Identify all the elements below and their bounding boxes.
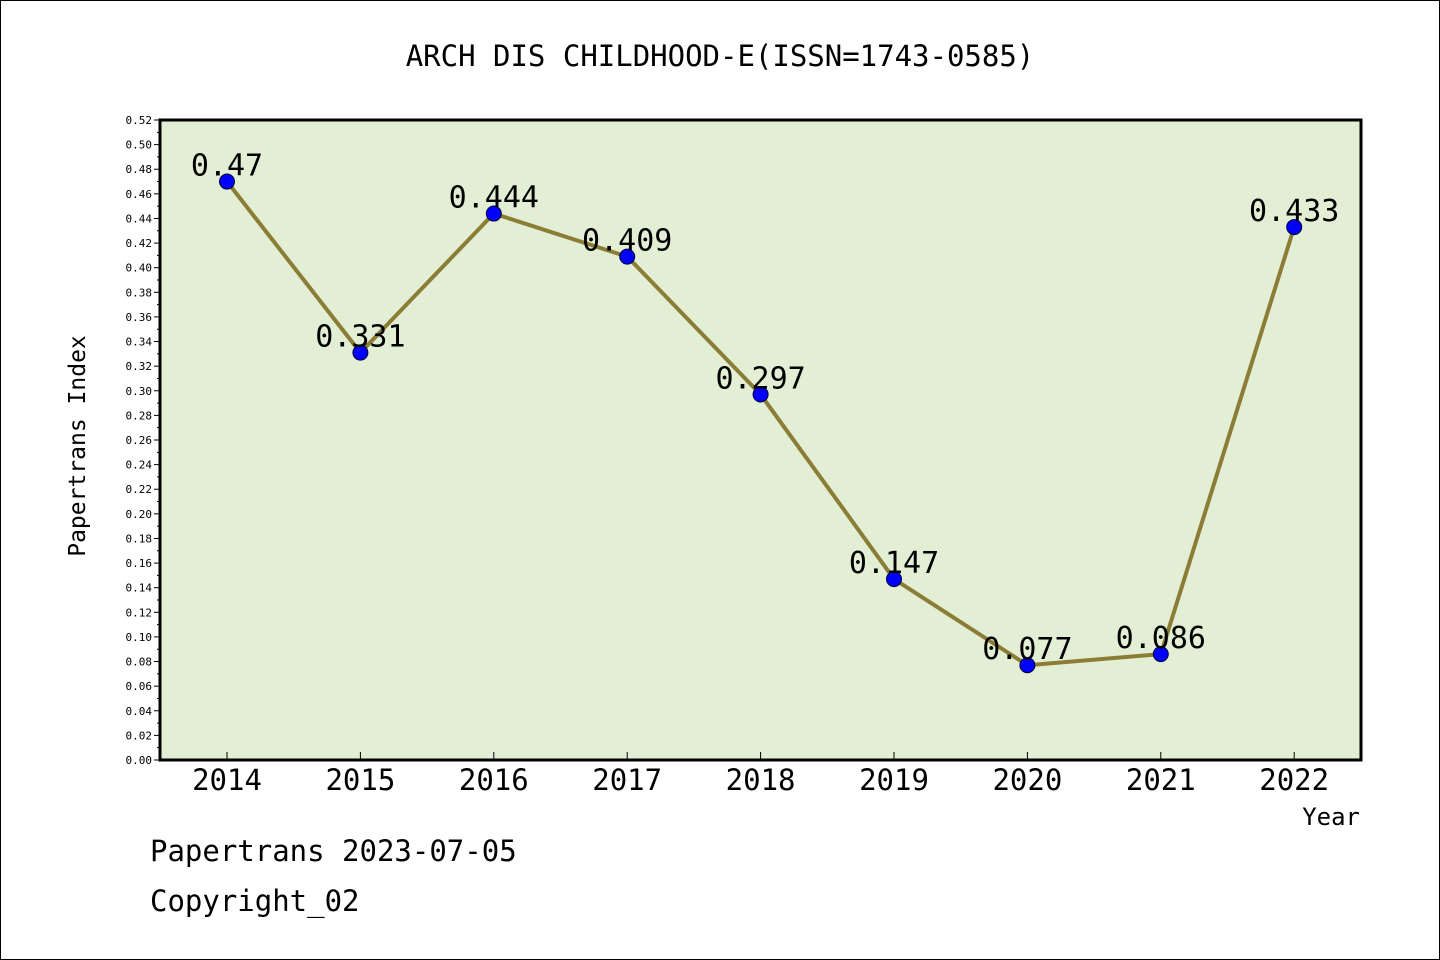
data-point xyxy=(352,344,369,361)
y-tick-label: 0.36 xyxy=(126,311,153,324)
x-axis-label: Year xyxy=(1302,803,1360,831)
y-tick-label: 0.44 xyxy=(126,212,153,225)
plot-area xyxy=(158,118,1363,762)
data-point xyxy=(886,571,902,588)
data-point xyxy=(219,173,235,190)
y-tick-label: 0.40 xyxy=(126,262,153,275)
y-tick-label: 0.10 xyxy=(126,631,153,644)
x-tick-label: 2017 xyxy=(592,763,662,797)
y-axis-label: Papertrans Index xyxy=(65,335,91,557)
y-tick-label: 0.04 xyxy=(126,705,153,718)
x-tick-label: 2021 xyxy=(1126,763,1196,797)
y-tick-label: 0.42 xyxy=(126,237,153,250)
y-tick-label: 0.34 xyxy=(126,336,153,349)
y-tick-label: 0.26 xyxy=(126,434,153,447)
data-label: 0.297 xyxy=(715,361,805,396)
data-point xyxy=(1286,219,1303,236)
data-label: 0.147 xyxy=(849,546,939,581)
y-axis: 0.00 0.02 0.04 0.06 0.08 0.10 0.12 0.14 0.16 0.18… xyxy=(126,114,160,767)
data-label: 0.331 xyxy=(315,320,405,355)
data-label: 0.086 xyxy=(1116,621,1206,656)
x-tick-label: 2022 xyxy=(1259,763,1329,797)
x-tick-label: 2020 xyxy=(992,763,1062,797)
x-axis: 2014 2015 2016 2017 2018 2019 2020 2021 2022 xyxy=(192,752,1329,797)
y-tick-label: 0.30 xyxy=(126,385,153,398)
data-label: 0.444 xyxy=(449,181,539,216)
x-tick-label: 2019 xyxy=(859,763,929,797)
data-point xyxy=(752,386,769,403)
y-tick-label: 0.46 xyxy=(126,188,153,201)
y-tick-label: 0.28 xyxy=(126,409,153,422)
x-tick-label: 2015 xyxy=(325,763,395,797)
y-tick-label: 0.14 xyxy=(126,582,153,595)
data-point xyxy=(619,248,636,265)
data-point xyxy=(1019,657,1036,674)
y-tick-label: 0.06 xyxy=(126,680,153,693)
data-label: 0.409 xyxy=(582,224,672,259)
y-tick-label: 0.08 xyxy=(126,656,153,669)
y-tick-label: 0.50 xyxy=(126,139,153,152)
data-label: 0.433 xyxy=(1249,194,1339,229)
markers xyxy=(219,173,1303,674)
x-tick-label: 2018 xyxy=(726,763,796,797)
y-tick-label: 0.20 xyxy=(126,508,153,521)
y-tick-label: 0.00 xyxy=(126,754,153,767)
data-point xyxy=(485,205,502,222)
x-tick-label: 2016 xyxy=(459,763,529,797)
y-tick-label: 0.32 xyxy=(126,360,153,373)
y-tick-label: 0.02 xyxy=(126,729,153,742)
y-tick-label: 0.16 xyxy=(126,557,153,570)
y-tick-label: 0.22 xyxy=(126,483,153,496)
y-tick-label: 0.48 xyxy=(126,163,153,176)
footer-copyright-text: Copyright_02 xyxy=(150,884,360,918)
y-tick-label: 0.18 xyxy=(126,532,153,545)
chart-title: ARCH DIS CHILDHOOD-E(ISSN=1743-0585) xyxy=(406,39,1035,73)
data-point xyxy=(1152,646,1169,663)
footer-date-text: Papertrans 2023-07-05 xyxy=(150,834,517,868)
data-label: 0.077 xyxy=(982,632,1072,667)
x-tick-label: 2014 xyxy=(192,763,262,797)
y-tick-label: 0.12 xyxy=(126,606,153,619)
y-tick-label: 0.24 xyxy=(126,459,153,472)
data-label: 0.47 xyxy=(191,149,263,184)
y-tick-label: 0.38 xyxy=(126,286,153,299)
data-labels: 0.47 0.331 0.444 0.409 0.297 0.147 0.077 0.086 0… xyxy=(191,149,1339,668)
y-tick-label: 0.52 xyxy=(126,114,153,127)
